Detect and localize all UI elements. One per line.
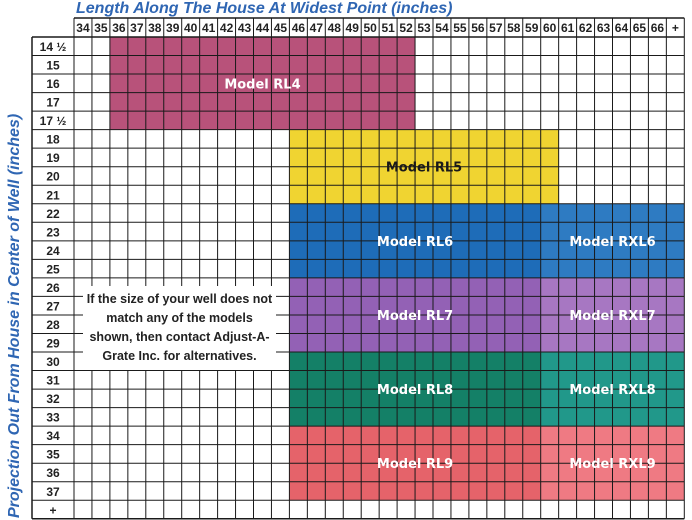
model-rxl7-label: Model RXL7 xyxy=(569,309,655,324)
y-tick-label: 36 xyxy=(46,466,60,480)
x-tick-label: 36 xyxy=(112,21,126,35)
x-tick-label: 46 xyxy=(292,21,306,35)
x-tick-label: 57 xyxy=(489,21,503,35)
x-tick-label: 42 xyxy=(220,21,234,35)
x-tick-label: 61 xyxy=(561,21,575,35)
model-rl8-label: Model RL8 xyxy=(377,383,453,398)
y-tick-label: 14 ½ xyxy=(40,40,67,54)
y-tick-label: 34 xyxy=(46,429,60,443)
x-axis-title: Length Along The House At Widest Point (… xyxy=(76,0,453,17)
y-tick-label: 37 xyxy=(46,485,60,499)
y-tick-label: 16 xyxy=(46,77,60,91)
x-tick-label: 52 xyxy=(399,21,413,35)
model-rl6-label: Model RL6 xyxy=(377,235,453,250)
model-rl9-label: Model RL9 xyxy=(377,457,453,472)
x-tick-label: 34 xyxy=(76,21,90,35)
y-tick-label: 33 xyxy=(46,411,60,425)
x-tick-label: 47 xyxy=(310,21,324,35)
x-tick-label: 55 xyxy=(453,21,467,35)
y-tick-label: 25 xyxy=(46,262,60,276)
model-labels: Model RL4 Model RL5 Model RL6 Model RXL6 Mod… xyxy=(224,77,655,472)
tick-labels: 34 35 36 37 38 39 40 41 42 43 44 45 46 47 48 49 50 51 52 53… xyxy=(40,21,679,517)
x-tick-label: 35 xyxy=(94,21,108,35)
x-tick-label: 64 xyxy=(615,21,629,35)
x-tick-label: 43 xyxy=(238,21,252,35)
y-tick-label: 32 xyxy=(46,392,60,406)
x-tick-label: 40 xyxy=(184,21,198,35)
x-tick-label: 44 xyxy=(256,21,270,35)
x-tick-label: 60 xyxy=(543,21,557,35)
model-rxl6-label: Model RXL6 xyxy=(569,235,655,250)
y-tick-label: 17 xyxy=(46,96,60,110)
x-tick-label: 49 xyxy=(346,21,360,35)
model-rl4-label: Model RL4 xyxy=(224,77,300,92)
y-tick-label: 22 xyxy=(46,207,60,221)
y-tick-label: 17 ½ xyxy=(40,114,67,128)
model-rxl8-label: Model RXL8 xyxy=(569,383,655,398)
x-tick-label: + xyxy=(672,21,679,35)
model-rl7-label: Model RL7 xyxy=(377,309,453,324)
model-rxl9-label: Model RXL9 xyxy=(569,457,655,472)
x-tick-label: 56 xyxy=(471,21,485,35)
y-tick-label: 29 xyxy=(46,337,60,351)
y-tick-label: 23 xyxy=(46,225,60,239)
x-tick-label: 37 xyxy=(130,21,144,35)
grid-lines xyxy=(31,17,685,520)
x-tick-label: 45 xyxy=(274,21,288,35)
y-tick-label: 26 xyxy=(46,281,60,295)
y-tick-label: 15 xyxy=(46,59,60,73)
x-tick-label: 66 xyxy=(651,21,665,35)
note-text: If the size of your well does not match … xyxy=(83,286,276,370)
y-tick-label: + xyxy=(49,503,56,517)
x-tick-label: 50 xyxy=(363,21,377,35)
x-tick-label: 39 xyxy=(166,21,180,35)
x-tick-label: 65 xyxy=(633,21,647,35)
x-tick-label: 53 xyxy=(417,21,431,35)
x-tick-label: 59 xyxy=(525,21,539,35)
y-tick-label: 18 xyxy=(46,133,60,147)
x-tick-label: 48 xyxy=(328,21,342,35)
y-tick-label: 27 xyxy=(46,299,60,313)
y-tick-label: 21 xyxy=(46,188,60,202)
y-tick-label: 19 xyxy=(46,151,60,165)
x-tick-label: 63 xyxy=(597,21,611,35)
y-tick-label: 31 xyxy=(46,374,60,388)
x-tick-label: 58 xyxy=(507,21,521,35)
model-rl5-label: Model RL5 xyxy=(386,161,462,176)
y-tick-label: 28 xyxy=(46,318,60,332)
x-tick-label: 62 xyxy=(579,21,593,35)
model-rl4-region xyxy=(109,37,416,130)
y-tick-label: 30 xyxy=(46,355,60,369)
x-tick-label: 38 xyxy=(148,21,162,35)
y-tick-label: 35 xyxy=(46,448,60,462)
x-tick-label: 51 xyxy=(381,21,395,35)
y-tick-label: 24 xyxy=(46,244,60,258)
x-tick-label: 54 xyxy=(435,21,449,35)
y-tick-label: 20 xyxy=(46,170,60,184)
x-tick-label: 41 xyxy=(202,21,216,35)
